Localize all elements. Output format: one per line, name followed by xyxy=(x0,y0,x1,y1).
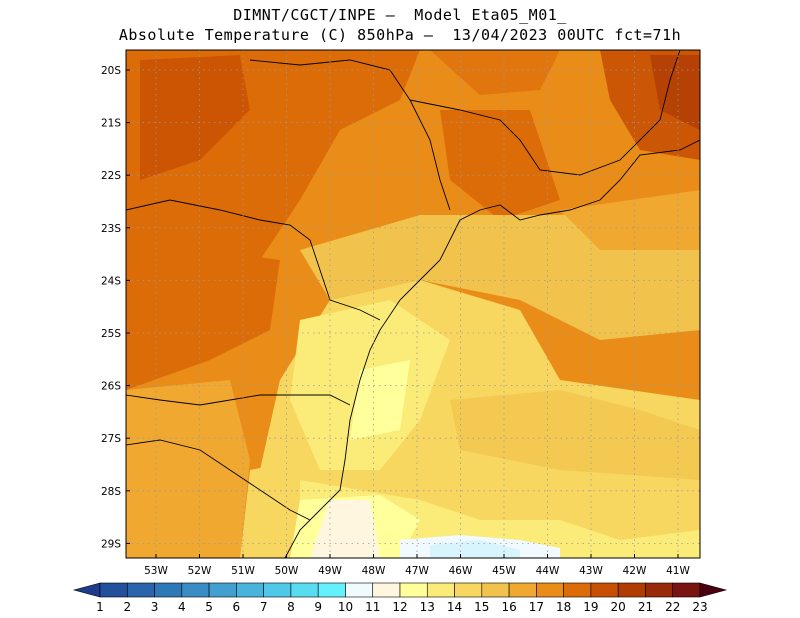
lat-tick-label: 21S xyxy=(101,118,121,130)
colorbar-label: 23 xyxy=(692,600,707,614)
map-title-line1: DIMNT/CGCT/INPE – Model Eta05_M01_ xyxy=(233,6,567,24)
colorbar-swatch xyxy=(536,582,564,598)
lon-tick-label: 41W xyxy=(666,565,690,577)
lon-tick-label: 43W xyxy=(579,565,603,577)
lat-tick-label: 23S xyxy=(101,223,121,235)
colorbar-swatch xyxy=(290,582,319,598)
lat-tick-label: 22S xyxy=(101,170,121,182)
colorbar-label: 3 xyxy=(151,600,159,614)
map-title-line2: Absolute Temperature (C) 850hPa – 13/04/… xyxy=(118,26,682,44)
lat-tick-label: 29S xyxy=(101,538,121,550)
colorbar-swatch xyxy=(672,582,701,598)
lat-tick-label: 27S xyxy=(101,433,121,445)
colorbar-swatch xyxy=(563,582,592,598)
colorbar-swatch xyxy=(508,582,537,598)
lat-tick-label: 25S xyxy=(101,328,121,340)
lat-tick-label: 28S xyxy=(101,486,121,498)
colorbar-label: 15 xyxy=(474,600,489,614)
lat-tick-label: 26S xyxy=(101,381,121,393)
colorbar-swatch xyxy=(426,582,455,598)
colorbar-label: 12 xyxy=(392,600,407,614)
longitude-tick-labels: 53W 52W 51W 50W 49W 48W 47W 46W 45W 44W 43W 42W 41W xyxy=(144,554,690,577)
colorbar-label: 7 xyxy=(260,600,268,614)
lon-tick-label: 50W xyxy=(275,565,299,577)
colorbar-label: 18 xyxy=(556,600,571,614)
lon-tick-label: 53W xyxy=(144,565,168,577)
colorbar-swatch xyxy=(317,582,346,598)
colorbar-swatch xyxy=(208,582,237,598)
colorbar-swatch xyxy=(481,582,510,598)
colorbar-swatch xyxy=(590,582,619,598)
colorbar-label: 13 xyxy=(420,600,435,614)
colorbar-label: 1 xyxy=(96,600,104,614)
lon-tick-label: 51W xyxy=(231,565,255,577)
colorbar-swatch xyxy=(645,582,674,598)
colorbar-swatch xyxy=(399,582,428,598)
lon-tick-label: 49W xyxy=(318,565,342,577)
colorbar-label: 9 xyxy=(314,600,322,614)
colorbar-label: 19 xyxy=(583,600,598,614)
lon-tick-label: 45W xyxy=(492,565,516,577)
colorbar-label: 6 xyxy=(233,600,241,614)
colorbar-swatch xyxy=(454,582,483,598)
colorbar-label: 8 xyxy=(287,600,295,614)
map-frame xyxy=(125,49,701,559)
colorbar-arrow-high xyxy=(699,582,728,598)
coastline-and-borders xyxy=(126,50,700,558)
lon-tick-label: 44W xyxy=(536,565,560,577)
colorbar-label: 2 xyxy=(123,600,131,614)
colorbar-labels: 1 2 3 4 5 6 7 8 9 10 11 12 13 14 15 16 17 18 19 20 21 22 23 xyxy=(96,600,707,614)
colorbar-label: 20 xyxy=(611,600,626,614)
colorbar-label: 14 xyxy=(447,600,462,614)
lat-tick-label: 24S xyxy=(101,275,121,287)
colorbar-label: 4 xyxy=(178,600,186,614)
colorbar-swatch xyxy=(345,582,374,598)
colorbar-swatch xyxy=(236,582,264,598)
colorbar-swatch xyxy=(99,582,128,598)
colorbar-label: 5 xyxy=(205,600,213,614)
lon-tick-label: 46W xyxy=(449,565,473,577)
colorbar-swatch xyxy=(372,582,401,598)
colorbar-swatch xyxy=(154,582,183,598)
latitude-tick-labels: 20S 21S 22S 23S 24S 25S 26S 27S 28S 29S xyxy=(101,65,130,550)
colorbar-swatch xyxy=(263,582,292,598)
colorbar-label: 22 xyxy=(665,600,680,614)
lon-tick-label: 47W xyxy=(405,565,429,577)
lon-tick-label: 52W xyxy=(188,565,212,577)
colorbar-swatch xyxy=(617,582,646,598)
colorbar-label: 21 xyxy=(638,600,653,614)
colorbar-arrow-low xyxy=(72,582,101,598)
temperature-field xyxy=(126,50,700,558)
map-gridlines xyxy=(126,50,700,558)
lon-tick-label: 48W xyxy=(362,565,386,577)
colorbar-label: 10 xyxy=(338,600,353,614)
colorbar xyxy=(72,582,728,598)
colorbar-label: 17 xyxy=(529,600,544,614)
lat-tick-label: 20S xyxy=(101,65,121,77)
colorbar-label: 16 xyxy=(501,600,516,614)
colorbar-label: 11 xyxy=(365,600,380,614)
lon-tick-label: 42W xyxy=(623,565,647,577)
colorbar-swatch xyxy=(181,582,210,598)
colorbar-swatch xyxy=(126,582,155,598)
